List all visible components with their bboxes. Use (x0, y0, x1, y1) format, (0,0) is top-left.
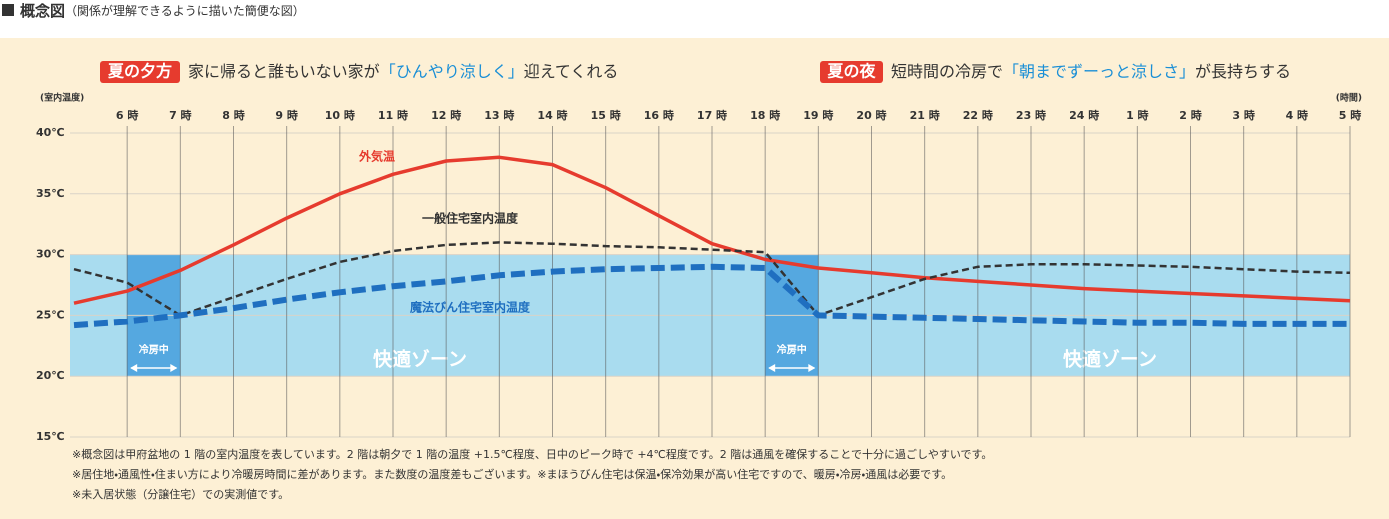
x-tick-label: 20 時 (856, 108, 886, 122)
x-tick-label: 21 時 (910, 108, 940, 122)
x-tick-label: 3 時 (1232, 108, 1254, 122)
x-tick-label: 23 時 (1016, 108, 1046, 122)
headline-part: 「ひんやり涼しく」 (380, 62, 524, 81)
bullet (2, 4, 14, 16)
y-axis-label: (室内温度) (40, 92, 84, 104)
comfort-label: 快適ゾーン (373, 348, 467, 371)
headline-part: 家に帰ると誰もいない家が (188, 62, 380, 81)
series-label: 外気温 (358, 149, 395, 164)
headline-tag-bg (820, 61, 883, 83)
x-tick-label: 11 時 (378, 108, 408, 122)
header-title: 概念図 (20, 2, 65, 20)
cooling-label: 冷房中 (139, 343, 169, 356)
headline-tag: 夏の夕方 (107, 62, 172, 81)
headline: 家に帰ると誰もいない家が「ひんやり涼しく」迎えてくれる (188, 62, 618, 81)
header-subtitle: （関係が理解できるように描いた簡便な図） (65, 3, 305, 18)
comfort-label: 快適ゾーン (1063, 348, 1157, 371)
x-tick-label: 10 時 (325, 108, 355, 122)
x-tick-label: 1 時 (1126, 108, 1148, 122)
x-tick-label: 16 時 (644, 108, 674, 122)
headline-part: 迎えてくれる (524, 62, 619, 81)
x-tick-label: 14 時 (537, 108, 567, 122)
y-tick-label: 20℃ (36, 369, 65, 382)
series-label: 魔法びん住宅室内温度 (410, 300, 530, 315)
footnote: ※概念図は甲府盆地の 1 階の室内温度を表しています。2 階は朝夕で 1 階の温… (72, 447, 992, 461)
headline-part: が長持ちする (1195, 62, 1291, 81)
x-tick-label: 6 時 (116, 108, 138, 122)
x-tick-label: 13 時 (484, 108, 514, 122)
headline: 短時間の冷房で「朝までずーっと涼しさ」が長持ちする (891, 62, 1291, 81)
x-tick-label: 5 時 (1339, 108, 1361, 122)
headline-part: 「朝までずーっと涼しさ」 (1003, 62, 1195, 81)
x-axis-label: (時間) (1336, 92, 1362, 104)
series-line (73, 263, 1350, 329)
x-tick-label: 9 時 (275, 108, 297, 122)
y-tick-label: 30℃ (36, 248, 65, 261)
x-tick-label: 2 時 (1179, 108, 1201, 122)
x-tick-label: 18 時 (750, 108, 780, 122)
x-tick-label: 4 時 (1286, 108, 1308, 122)
headline-tag: 夏の夜 (826, 62, 876, 81)
y-tick-label: 40℃ (36, 126, 65, 139)
x-tick-label: 15 時 (591, 108, 621, 122)
x-tick-label: 19 時 (803, 108, 833, 122)
y-tick-label: 25℃ (36, 308, 65, 321)
headline-tag-bg (100, 61, 180, 83)
x-tick-label: 8 時 (222, 108, 244, 122)
y-tick-label: 35℃ (36, 187, 65, 200)
headline-part: 短時間の冷房で (891, 62, 1003, 81)
x-tick-label: 24 時 (1069, 108, 1099, 122)
series-line (73, 155, 1351, 305)
series-label: 一般住宅室内温度 (422, 211, 518, 226)
x-tick-label: 7 時 (169, 108, 191, 122)
cooling-label: 冷房中 (777, 343, 807, 356)
header: 概念図（関係が理解できるように描いた簡便な図） (20, 2, 305, 20)
footnote: ※居住地・通風性・住まい方により冷暖房時間に差があります。また数度の温度差もござ… (72, 467, 952, 481)
x-tick-label: 17 時 (697, 108, 727, 122)
footnote: ※未入居状態（分譲住宅）での実測値です。 (72, 487, 289, 501)
y-tick-label: 15℃ (36, 430, 65, 443)
x-tick-label: 12 時 (431, 108, 461, 122)
x-tick-label: 22 時 (963, 108, 993, 122)
